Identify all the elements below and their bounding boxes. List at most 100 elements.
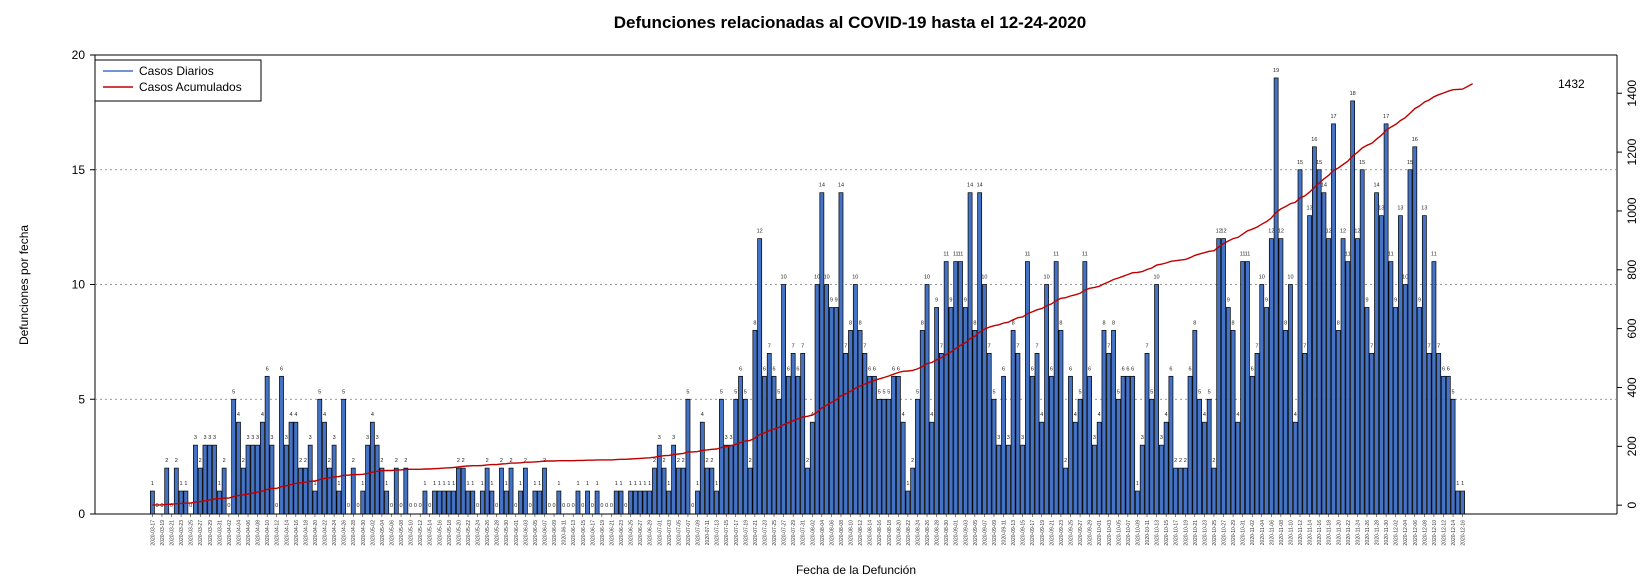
bar-value-label: 0 (390, 503, 393, 509)
x-tick-label: 2020-12-04 (1403, 520, 1409, 546)
bar-value-label: 6 (266, 366, 269, 372)
bar-value-label: 1 (180, 481, 183, 487)
bar-value-label: 1 (466, 481, 469, 487)
x-tick-label: 2020-09-03 (963, 520, 969, 546)
x-tick-label: 2020-10-29 (1231, 520, 1237, 546)
bar-value-label: 0 (691, 503, 694, 509)
daily-bar (666, 490, 672, 515)
daily-bar (1245, 261, 1250, 515)
daily-bar (221, 467, 227, 515)
daily-bar (814, 284, 820, 515)
bar-value-label: 12 (1326, 229, 1332, 235)
bar-value-label: 7 (988, 343, 991, 349)
bar-value-label: 2 (304, 458, 307, 464)
daily-bar (867, 375, 873, 515)
daily-bar (852, 284, 858, 515)
x-tick-label: 2020-11-04 (1260, 520, 1266, 545)
daily-bar (1331, 123, 1336, 515)
x-tick-label: 2020-07-23 (762, 520, 768, 546)
daily-bar (1388, 261, 1394, 515)
daily-bar (1106, 353, 1112, 515)
daily-bar (441, 490, 447, 515)
bar-value-label: 10 (1259, 275, 1265, 281)
daily-bar (293, 421, 299, 515)
daily-bar (1053, 261, 1059, 515)
x-tick-label: 2020-06-07 (543, 520, 549, 546)
daily-bar (436, 490, 442, 515)
daily-bar (499, 467, 504, 515)
daily-bar (193, 444, 198, 515)
x-tick-label: 2020-04-14 (284, 520, 290, 546)
bar-value-label: 5 (1198, 389, 1201, 395)
x-tick-label: 2020-04-08 (256, 520, 262, 546)
bar-value-label: 10 (781, 275, 787, 281)
bar-value-label: 3 (658, 435, 661, 441)
daily-bar (1005, 444, 1011, 515)
bar-value-label: 2 (1064, 458, 1067, 464)
x-tick-label: 2020-07-05 (676, 520, 682, 546)
daily-bar (283, 444, 289, 515)
y2-tick-label: 0 (1625, 502, 1639, 509)
y-tick-label: 5 (78, 392, 85, 406)
bar-value-label: 8 (1012, 320, 1015, 326)
daily-bar (733, 398, 739, 515)
x-tick-label: 2020-05-20 (456, 520, 462, 546)
x-tick-label: 2020-05-04 (380, 520, 386, 546)
bar-value-label: 9 (1418, 297, 1421, 303)
bar-value-label: 4 (1098, 412, 1101, 418)
x-tick-label: 2020-12-10 (1432, 520, 1438, 546)
x-tick-label: 2020-07-07 (686, 520, 692, 546)
daily-bar (982, 284, 987, 515)
bar-value-label: 1 (313, 481, 316, 487)
daily-bar (1044, 284, 1049, 515)
bar-value-label: 13 (1397, 206, 1403, 212)
x-tick-label: 2020-08-14 (868, 520, 874, 546)
bar-value-label: 1 (490, 481, 493, 487)
x-tick-label: 2020-09-15 (1021, 520, 1027, 546)
x-tick-label: 2020-08-02 (810, 520, 816, 546)
y-tick-label: 20 (72, 48, 86, 62)
daily-bar (747, 467, 753, 515)
bar-value-label: 2 (677, 458, 680, 464)
bar-value-label: 16 (1311, 137, 1317, 143)
bar-value-label: 1 (643, 481, 646, 487)
daily-bar (312, 490, 318, 515)
bar-value-label: 0 (600, 503, 603, 509)
bar-value-label: 7 (844, 343, 847, 349)
daily-bar (197, 467, 203, 515)
bar-value-label: 15 (1297, 160, 1303, 166)
bar-value-label: 7 (1303, 343, 1306, 349)
daily-bar (1240, 261, 1246, 515)
daily-bar (838, 192, 844, 515)
daily-bar (1278, 238, 1284, 515)
bar-value-label: 3 (285, 435, 288, 441)
x-tick-label: 2020-08-24 (915, 520, 921, 546)
x-tick-label: 2020-07-31 (801, 520, 807, 546)
daily-bar (331, 444, 337, 515)
bar-value-label: 7 (1437, 343, 1440, 349)
bar-value-label: 4 (237, 412, 240, 418)
bar-value-label: 4 (261, 412, 264, 418)
bar-value-label: 2 (706, 458, 709, 464)
daily-bar (833, 307, 839, 515)
bar-value-label: 5 (1150, 389, 1153, 395)
bar-value-label: 0 (414, 503, 417, 509)
x-tick-label: 2020-05-14 (428, 520, 434, 546)
bar-value-label: 8 (1112, 320, 1115, 326)
daily-bar (1202, 421, 1207, 515)
bar-value-label: 7 (1145, 343, 1148, 349)
x-tick-label: 2020-09-23 (1059, 520, 1065, 546)
daily-bar (795, 375, 801, 515)
daily-bar (522, 467, 528, 515)
bar-value-label: 4 (902, 412, 905, 418)
daily-bar (1206, 398, 1212, 515)
bar-value-label: 7 (1016, 343, 1019, 349)
x-tick-label: 2020-11-30 (1384, 520, 1390, 545)
daily-bar (704, 467, 710, 515)
daily-bar (714, 490, 720, 515)
x-tick-label: 2020-11-24 (1355, 520, 1361, 545)
bar-value-label: 14 (819, 183, 825, 189)
bar-value-label: 5 (1452, 389, 1455, 395)
daily-bar (1058, 330, 1064, 515)
